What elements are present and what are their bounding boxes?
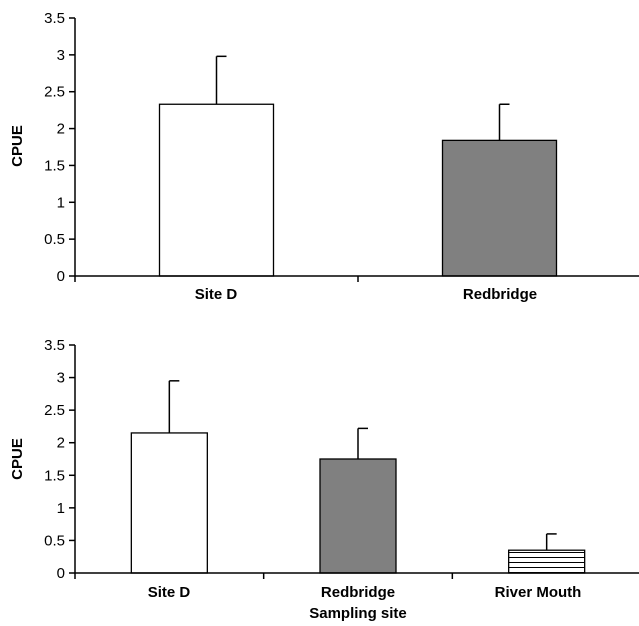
y-tick-label: 0	[57, 565, 65, 582]
x-category-label: Redbridge	[321, 584, 395, 601]
chart-bottom: CPUE 0 0.5 1 1.5 2 2.5 3 3.5 Site D Redbridge R…	[9, 337, 639, 622]
x-axis-title: Sampling site	[309, 605, 407, 622]
y-tick-label: 1.5	[44, 157, 65, 174]
bar-river-mouth	[508, 549, 586, 574]
y-axis-title: CPUE	[9, 125, 26, 167]
y-tick-label: 1	[57, 194, 65, 211]
y-tick-label: 2.5	[44, 84, 65, 101]
y-tick-label: 3	[57, 47, 65, 64]
x-category-label: Site D	[195, 286, 238, 303]
y-tick-label: 1.5	[44, 467, 65, 484]
bar-site-d	[158, 103, 275, 277]
axes-top: 0 0.5 1 1.5 2 2.5 3 3.5	[44, 10, 639, 285]
axes-bottom: 0 0.5 1 1.5 2 2.5 3 3.5	[44, 337, 639, 582]
x-category-label: River Mouth	[495, 584, 582, 601]
y-axis-title: CPUE	[9, 438, 26, 480]
y-tick-label: 3.5	[44, 10, 65, 27]
bars-bottom	[130, 380, 586, 574]
y-tick-label: 0.5	[44, 532, 65, 549]
bar-redbridge	[441, 139, 558, 277]
y-tick-label: 2	[57, 435, 65, 452]
y-tick-label: 3	[57, 370, 65, 387]
bar-redbridge	[319, 458, 397, 574]
y-tick-label: 2.5	[44, 402, 65, 419]
chart-top: CPUE 0 0.5 1 1.5 2 2.5 3 3.5 Site D Redbridge	[9, 10, 639, 303]
x-category-label: Site D	[148, 584, 191, 601]
y-tick-label: 0	[57, 268, 65, 285]
y-tick-label: 3.5	[44, 337, 65, 354]
y-tick-label: 0.5	[44, 231, 65, 248]
y-tick-label: 2	[57, 121, 65, 138]
bars-top	[158, 55, 558, 277]
y-tick-label: 1	[57, 500, 65, 517]
y-axis-title-top: CPUE	[9, 125, 26, 167]
x-category-label: Redbridge	[463, 286, 537, 303]
bar-site-d	[130, 432, 208, 574]
